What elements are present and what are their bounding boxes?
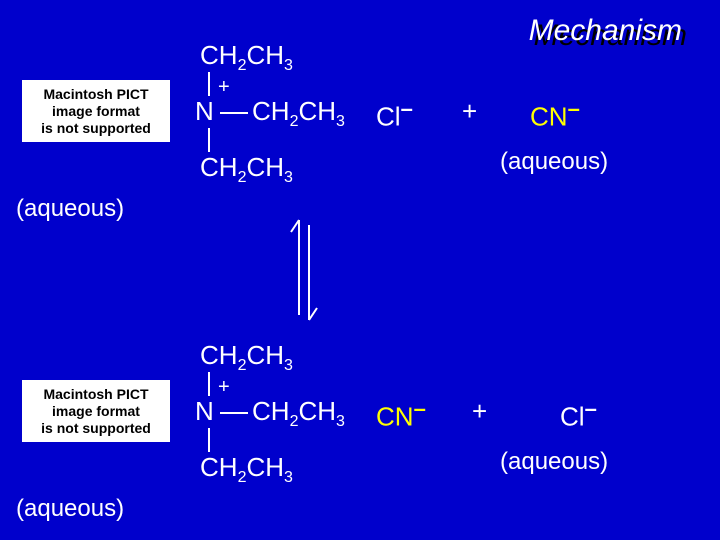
- bot-ch2ch3-mid: CH2CH3: [252, 396, 345, 431]
- pict-line3: is not supported: [26, 120, 166, 137]
- aqueous-bot-right: (aqueous): [500, 448, 608, 476]
- cn-minus-bot: CN–: [376, 396, 426, 433]
- n-plus-charge-1: +: [218, 76, 230, 99]
- bond-v-top1: [208, 72, 210, 96]
- bond-h-1: [220, 112, 248, 114]
- top-ch2ch3-lower: CH2CH3: [200, 152, 293, 187]
- pict-line1: Macintosh PICT: [26, 86, 166, 103]
- pict-error-box-2: Macintosh PICT image format is not suppo…: [22, 380, 170, 442]
- bond-v-bot1: [208, 128, 210, 152]
- n-atom-1: N: [195, 96, 214, 127]
- bot-ch2ch3-upper: CH2CH3: [200, 340, 293, 375]
- pict-line2b: image format: [26, 403, 166, 420]
- cl-minus-bot: Cl–: [560, 396, 597, 433]
- title: Mechanism: [521, 12, 690, 50]
- bot-ch2ch3-lower: CH2CH3: [200, 452, 293, 487]
- bond-h-2: [220, 412, 248, 414]
- cl-minus-top: Cl–: [376, 96, 413, 133]
- pict-line1b: Macintosh PICT: [26, 386, 166, 403]
- bond-v-bot2: [208, 428, 210, 452]
- equilibrium-arrows: [285, 210, 325, 330]
- plus-op-2: +: [472, 396, 487, 427]
- pict-line2: image format: [26, 103, 166, 120]
- aqueous-top-left: (aqueous): [16, 195, 124, 223]
- bond-v-top2: [208, 372, 210, 396]
- aqueous-top-right: (aqueous): [500, 148, 608, 176]
- cn-minus-top: CN–: [530, 96, 580, 133]
- top-ch2ch3-mid: CH2CH3: [252, 96, 345, 131]
- pict-line3b: is not supported: [26, 420, 166, 437]
- aqueous-bot-left: (aqueous): [16, 495, 124, 523]
- plus-op-1: +: [462, 96, 477, 127]
- n-atom-2: N: [195, 396, 214, 427]
- n-plus-charge-2: +: [218, 376, 230, 399]
- pict-error-box-1: Macintosh PICT image format is not suppo…: [22, 80, 170, 142]
- top-ch2ch3-upper: CH2CH3: [200, 40, 293, 75]
